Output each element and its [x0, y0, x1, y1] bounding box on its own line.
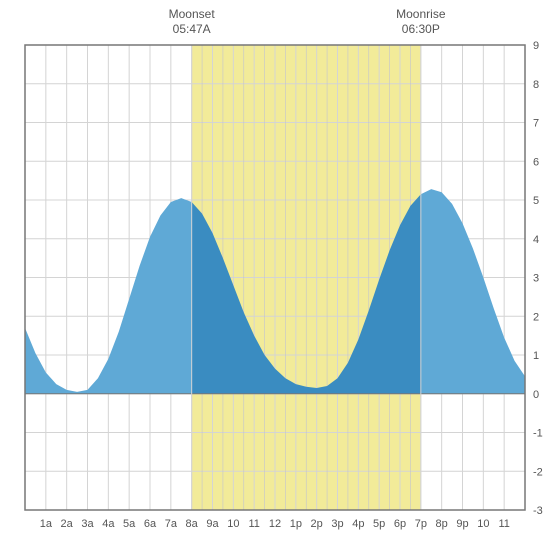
- x-tick-label: 4a: [102, 518, 115, 530]
- x-tick-label: 5p: [373, 518, 385, 530]
- x-tick-label: 10: [477, 518, 489, 530]
- x-tick-label: 4p: [352, 518, 364, 530]
- top-label-time: 05:47A: [173, 22, 211, 36]
- x-tick-label: 8p: [436, 518, 448, 530]
- x-tick-label: 12: [269, 518, 281, 530]
- x-tick-label: 11: [248, 518, 259, 530]
- x-tick-label: 11: [498, 518, 509, 530]
- y-tick-label: 6: [533, 156, 539, 168]
- x-tick-label: 7a: [165, 518, 178, 530]
- y-tick-label: 7: [533, 118, 539, 130]
- y-tick-label: -3: [533, 505, 543, 517]
- x-tick-label: 3p: [331, 518, 343, 530]
- y-tick-label: 0: [533, 389, 539, 401]
- y-tick-label: 9: [533, 40, 539, 52]
- x-tick-label: 9p: [456, 518, 468, 530]
- y-tick-label: -1: [533, 428, 543, 440]
- x-tick-label: 8a: [186, 518, 199, 530]
- y-tick-label: 2: [533, 311, 539, 323]
- x-tick-label: 7p: [415, 518, 427, 530]
- y-tick-label: 5: [533, 195, 539, 207]
- top-label-title: Moonrise: [396, 7, 446, 21]
- y-tick-label: 1: [533, 350, 539, 362]
- x-tick-label: 1p: [290, 518, 302, 530]
- x-tick-label: 10: [227, 518, 239, 530]
- x-tick-label: 2p: [311, 518, 323, 530]
- x-tick-label: 3a: [81, 518, 94, 530]
- chart-svg: -3-2-101234567891a2a3a4a5a6a7a8a9a101112…: [0, 0, 550, 550]
- y-tick-label: -2: [533, 466, 543, 478]
- y-tick-label: 4: [533, 234, 539, 246]
- x-tick-label: 5a: [123, 518, 136, 530]
- y-tick-label: 8: [533, 79, 539, 91]
- y-tick-label: 3: [533, 273, 539, 285]
- x-tick-label: 6p: [394, 518, 406, 530]
- top-label-title: Moonset: [169, 7, 216, 21]
- top-label-time: 06:30P: [402, 22, 440, 36]
- x-tick-label: 2a: [61, 518, 74, 530]
- x-tick-label: 6a: [144, 518, 157, 530]
- x-tick-label: 1a: [40, 518, 53, 530]
- tide-chart: -3-2-101234567891a2a3a4a5a6a7a8a9a101112…: [0, 0, 550, 550]
- x-tick-label: 9a: [206, 518, 219, 530]
